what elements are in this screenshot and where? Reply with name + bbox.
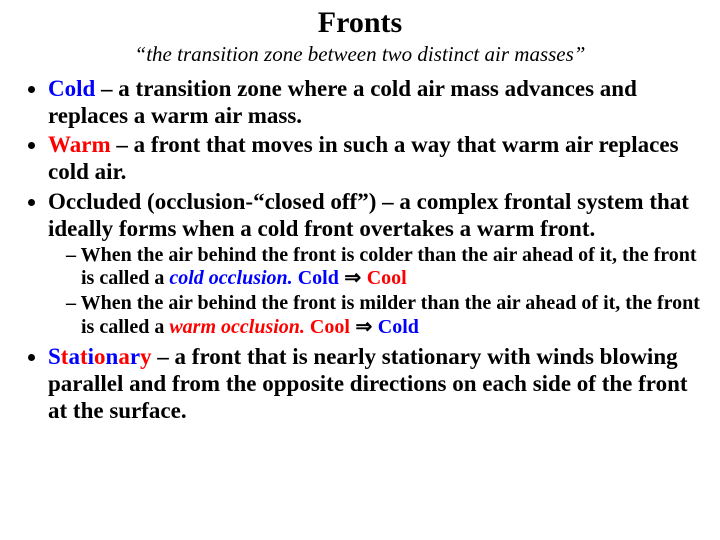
bullet-list: Cold – a transition zone where a cold ai… [18,75,702,425]
bullet-cold: Cold – a transition zone where a cold ai… [48,75,702,129]
arrow-icon: ⇒ [339,267,367,289]
sub-bullet-cold-occlusion: When the air behind the front is colder … [66,244,702,291]
slide-title: Fronts [18,6,702,40]
slide-subtitle: “the transition zone between two distinc… [18,42,702,67]
slide: Fronts “the transition zone between two … [0,0,720,425]
sub1-left: Cold [298,267,339,289]
sub-bullet-warm-occlusion: When the air behind the front is milder … [66,292,702,339]
sub1-right: Cool [367,267,407,289]
arrow-icon: ⇒ [350,316,378,338]
term-warm: Warm [48,132,111,157]
text-cold: – a transition zone where a cold air mas… [48,76,637,128]
term-stationary: Stationary [48,344,152,369]
term-occluded: Occluded (occlusion-“closed off”) [48,189,376,214]
sub-bullet-list: When the air behind the front is colder … [48,244,702,339]
sub2-emph: warm occlusion. [169,316,305,338]
term-cold: Cold [48,76,95,101]
text-warm: – a front that moves in such a way that … [48,132,679,184]
sub2-left: Cool [310,316,350,338]
bullet-occluded: Occluded (occlusion-“closed off”) – a co… [48,188,702,340]
sub1-emph: cold occlusion. [169,267,292,289]
bullet-stationary: Stationary – a front that is nearly stat… [48,343,702,424]
bullet-warm: Warm – a front that moves in such a way … [48,131,702,185]
sub2-right: Cold [378,316,419,338]
